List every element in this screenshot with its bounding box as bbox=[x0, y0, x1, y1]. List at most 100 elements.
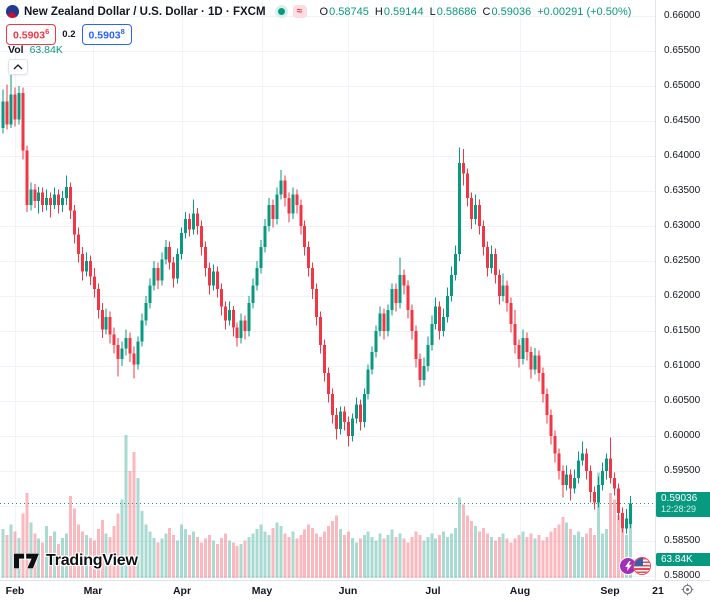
price-tick-label: 0.63000 bbox=[664, 220, 701, 231]
market-status-icon[interactable] bbox=[274, 5, 288, 18]
volume-bar bbox=[100, 519, 104, 578]
volume-bar bbox=[80, 531, 84, 578]
candle-body bbox=[410, 310, 414, 331]
candle-body bbox=[454, 254, 458, 275]
candle-body bbox=[597, 485, 600, 503]
candle-body bbox=[581, 453, 585, 461]
price-tick-label: 0.60500 bbox=[664, 395, 701, 406]
candle-body bbox=[525, 338, 529, 352]
delayed-data-icon[interactable]: ≈ bbox=[292, 5, 307, 18]
price-axis[interactable]: 0.59036 12:28:29 63.84K 0.66000 0.65500 0.… bbox=[655, 0, 710, 581]
candle-body bbox=[188, 219, 192, 230]
candle-body bbox=[529, 352, 533, 370]
tradingview-logo-link[interactable]: TradingView bbox=[14, 552, 138, 570]
volume-bar bbox=[21, 513, 25, 578]
candle-body bbox=[616, 488, 620, 513]
volume-bar bbox=[211, 540, 215, 578]
ask-price-badge[interactable]: 0.59038 bbox=[81, 24, 132, 45]
volume-bar bbox=[263, 531, 267, 578]
volume-bar bbox=[521, 531, 525, 578]
candle-body bbox=[493, 254, 497, 275]
volume-bar bbox=[410, 536, 414, 578]
candle-body bbox=[37, 192, 41, 201]
lightning-bolt-icon bbox=[624, 561, 632, 571]
candle-body bbox=[275, 194, 279, 219]
volume-bar bbox=[327, 526, 331, 578]
candle-body bbox=[53, 194, 57, 205]
candle-body bbox=[370, 352, 374, 370]
volume-bar bbox=[9, 524, 13, 579]
volume-bar bbox=[57, 544, 61, 578]
bid-price-badge[interactable]: 0.59036 bbox=[6, 24, 57, 45]
volume-bar bbox=[624, 535, 628, 578]
price-tick-label: 0.66000 bbox=[664, 10, 701, 21]
volume-bar bbox=[96, 528, 100, 578]
candle-body bbox=[172, 262, 176, 279]
candle-body bbox=[41, 192, 45, 205]
candle-body bbox=[533, 355, 537, 370]
volume-bar bbox=[156, 542, 160, 578]
candle-body bbox=[323, 345, 327, 373]
candle-body bbox=[243, 320, 247, 331]
volume-bar bbox=[593, 535, 597, 578]
candle-body bbox=[366, 369, 370, 394]
volume-bar bbox=[128, 470, 132, 578]
price-tick-label: 0.62500 bbox=[664, 255, 701, 266]
volume-bar bbox=[390, 529, 394, 578]
collapse-pane-button[interactable] bbox=[8, 59, 28, 75]
candle-body bbox=[402, 275, 406, 286]
volume-bar bbox=[41, 542, 45, 578]
volume-bar bbox=[132, 451, 136, 578]
time-tick-label: 21 bbox=[652, 585, 664, 597]
price-tick-label: 0.58500 bbox=[664, 535, 701, 546]
volume-bar bbox=[124, 435, 128, 578]
candle-body bbox=[608, 458, 612, 478]
volume-bar bbox=[84, 535, 88, 578]
time-axis[interactable]: Feb Mar Apr May Jun Jul Aug Sep 21 bbox=[0, 580, 710, 601]
us-flag-icon[interactable] bbox=[633, 557, 651, 575]
candle-body bbox=[446, 296, 450, 317]
candle-body bbox=[311, 268, 315, 289]
candle-body bbox=[207, 268, 211, 286]
price-tick-label: 0.58000 bbox=[664, 570, 701, 581]
volume-bar bbox=[481, 527, 485, 578]
candle-body bbox=[148, 285, 152, 303]
candle-body bbox=[255, 268, 259, 286]
volume-bar bbox=[144, 524, 148, 579]
volume-bar bbox=[458, 497, 462, 578]
candle-body bbox=[92, 276, 96, 289]
instrument-logo-icon bbox=[6, 5, 19, 18]
candle-body bbox=[589, 471, 593, 492]
volume-bar bbox=[577, 531, 581, 578]
time-tick-label: Aug bbox=[509, 585, 531, 597]
axis-settings-button[interactable] bbox=[681, 583, 694, 601]
volume-bar bbox=[188, 535, 192, 578]
candle-body bbox=[501, 285, 505, 296]
candle-body bbox=[624, 518, 628, 529]
price-tick-label: 0.61000 bbox=[664, 360, 701, 371]
candle-body bbox=[132, 353, 136, 365]
volume-bar bbox=[53, 531, 57, 578]
volume-bar bbox=[29, 522, 33, 578]
volume-bar bbox=[68, 495, 72, 578]
candle-body bbox=[196, 213, 200, 226]
candle-body bbox=[25, 150, 29, 205]
candle-body bbox=[140, 320, 144, 342]
candle-body bbox=[489, 254, 493, 268]
candle-body bbox=[49, 198, 53, 205]
candle-body bbox=[84, 261, 88, 272]
volume-bar bbox=[259, 524, 263, 579]
volume-bar bbox=[200, 542, 203, 578]
quote-row: 0.59036 0.2 0.59038 bbox=[6, 24, 132, 45]
last-price-value: 0.59036 bbox=[661, 492, 698, 504]
volume-bar bbox=[561, 517, 565, 578]
candle-body bbox=[184, 219, 188, 233]
volume-bar bbox=[505, 538, 509, 578]
chevron-up-icon bbox=[13, 64, 23, 70]
volume-bar bbox=[283, 533, 287, 578]
symbol-title[interactable]: New Zealand Dollar / U.S. Dollar · 1D · … bbox=[24, 5, 266, 18]
volume-bar bbox=[565, 522, 569, 578]
candle-body bbox=[5, 101, 9, 125]
volume-bar bbox=[620, 528, 624, 578]
